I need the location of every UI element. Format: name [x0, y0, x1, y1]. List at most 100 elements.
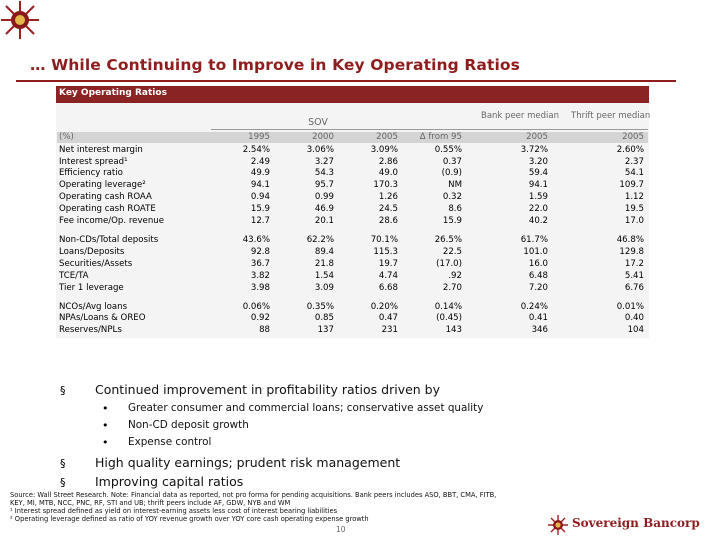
table-cell: 46.8% — [616, 235, 644, 245]
table-cell: (17.0) — [436, 259, 462, 269]
table-cell: 7.20 — [528, 283, 548, 293]
table-cell: 2.60% — [616, 145, 644, 155]
sovereign-logo-icon — [548, 515, 568, 535]
table-cell: 54.1 — [624, 168, 644, 178]
table-cell: 8.6 — [448, 204, 462, 214]
column-header-thrift-2005: 2005 — [622, 132, 644, 142]
bullet-marker: § — [60, 457, 66, 470]
table-cell: 54.3 — [314, 168, 334, 178]
table-row-label: Efficiency ratio — [59, 168, 123, 178]
table-row-label: Fee income/Op. revenue — [59, 216, 165, 226]
table-cell: 0.55% — [434, 145, 462, 155]
column-header-2005: 2005 — [376, 132, 398, 142]
column-header-unit: (%) — [59, 132, 74, 142]
table-cell: 46.9 — [314, 204, 334, 214]
table-cell: 0.24% — [520, 302, 548, 312]
column-group-bank-peer: Bank peer median — [481, 111, 559, 121]
footnote-source: Source: Wall Street Research. Note: Fina… — [10, 491, 497, 499]
bullet-marker: § — [60, 384, 66, 397]
table-cell: 21.8 — [314, 259, 334, 269]
table-cell: 0.94 — [250, 192, 270, 202]
table-cell: 6.48 — [528, 271, 548, 281]
column-header-1995: 1995 — [248, 132, 270, 142]
table-cell: 15.9 — [250, 204, 270, 214]
table-cell: 49.9 — [250, 168, 270, 178]
table-cell: 129.8 — [619, 247, 644, 257]
column-group-thrift-peer: Thrift peer median — [571, 111, 651, 121]
subbullet-text: Greater consumer and commercial loans; c… — [128, 402, 484, 414]
table-cell: 40.2 — [528, 216, 548, 226]
sovereign-crest-icon — [1, 1, 39, 39]
table-cell: 1.26 — [378, 192, 398, 202]
table-cell: 62.2% — [306, 235, 334, 245]
table-cell: 17.2 — [624, 259, 644, 269]
table-cell: 170.3 — [373, 180, 398, 190]
table-cell: 5.41 — [624, 271, 644, 281]
table-header-label: Key Operating Ratios — [59, 88, 167, 98]
table-cell: 19.5 — [624, 204, 644, 214]
table-cell: 6.76 — [624, 283, 644, 293]
table-cell: (0.45) — [436, 313, 462, 323]
table-cell: 3.27 — [314, 157, 334, 167]
table-row-label: Interest spread¹ — [59, 157, 128, 167]
table-row-label: NPAs/Loans & OREO — [59, 313, 146, 323]
table-cell: 59.4 — [528, 168, 548, 178]
table-cell: 94.1 — [250, 180, 270, 190]
page-number: 10 — [336, 525, 346, 534]
subbullet-text: Non-CD deposit growth — [128, 419, 249, 431]
table-cell: 231 — [381, 325, 398, 335]
table-cell: 61.7% — [520, 235, 548, 245]
table-cell: 104 — [627, 325, 644, 335]
table-cell: 2.49 — [250, 157, 270, 167]
table-cell: 3.98 — [250, 283, 270, 293]
table-row-label: Loans/Deposits — [59, 247, 125, 257]
column-header-2000: 2000 — [312, 132, 334, 142]
table-row-label: Operating leverage² — [59, 180, 146, 190]
table-row-label: Non-CDs/Total deposits — [59, 235, 159, 245]
table-cell: 0.20% — [370, 302, 398, 312]
table-cell: 0.92 — [250, 313, 270, 323]
table-cell: 92.8 — [250, 247, 270, 257]
subbullet-marker: • — [102, 436, 109, 449]
key-ratios-table: Key Operating Ratios — [56, 86, 649, 338]
table-row-label: TCE/TA — [59, 271, 89, 281]
table-cell: 0.32 — [442, 192, 462, 202]
footnote-interest-spread: ¹ Interest spread defined as yield on in… — [10, 507, 338, 515]
table-cell: 0.01% — [616, 302, 644, 312]
table-cell: NM — [448, 180, 462, 190]
table-cell: .92 — [448, 271, 462, 281]
table-cell: 0.35% — [306, 302, 334, 312]
table-row-label: Operating cash ROAA — [59, 192, 152, 202]
column-header-divider — [211, 129, 648, 130]
table-cell: 4.74 — [378, 271, 398, 281]
table-cell: 19.7 — [378, 259, 398, 269]
table-cell: 88 — [259, 325, 270, 335]
table-cell: 15.9 — [442, 216, 462, 226]
footnote-peers: KEY, MI, MTB, NCC, PNC, RF, STI and UB; … — [10, 499, 291, 507]
table-cell: 0.06% — [242, 302, 270, 312]
column-group-sov: SOV — [308, 117, 328, 128]
table-cell: 22.5 — [442, 247, 462, 257]
table-cell: 24.5 — [378, 204, 398, 214]
bullet-text: Continued improvement in profitability r… — [95, 382, 441, 397]
table-cell: 0.47 — [378, 313, 398, 323]
table-cell: 0.41 — [528, 313, 548, 323]
table-cell: 137 — [317, 325, 334, 335]
subbullet-marker: • — [102, 419, 109, 432]
table-cell: 16.0 — [528, 259, 548, 269]
table-cell: 2.54% — [242, 145, 270, 155]
table-cell: 3.09 — [314, 283, 334, 293]
table-cell: (0.9) — [441, 168, 462, 178]
table-row-label: Reserves/NPLs — [59, 325, 122, 335]
table-cell: 3.82 — [250, 271, 270, 281]
subbullet-marker: • — [102, 402, 109, 415]
subbullet-text: Expense control — [128, 436, 212, 448]
table-cell: 94.1 — [528, 180, 548, 190]
table-cell: 17.0 — [624, 216, 644, 226]
table-cell: 20.1 — [314, 216, 334, 226]
table-cell: 143 — [445, 325, 462, 335]
column-header-bank-2005: 2005 — [526, 132, 548, 142]
bullet-text: Improving capital ratios — [95, 474, 244, 489]
table-cell: 109.7 — [619, 180, 644, 190]
table-cell: 1.54 — [314, 271, 334, 281]
